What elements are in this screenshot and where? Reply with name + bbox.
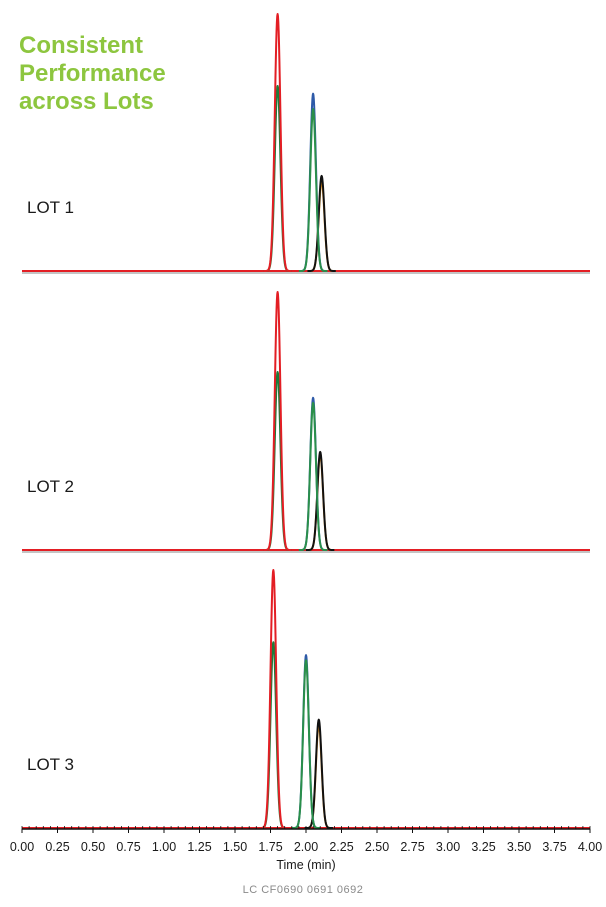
peak-trace-green: [298, 108, 328, 272]
peak-trace-red: [262, 291, 293, 551]
x-tick-label: 1.50: [223, 840, 247, 854]
x-tick-label: 3.25: [471, 840, 495, 854]
peak-trace-red: [262, 13, 293, 272]
x-tick-label: 2.50: [365, 840, 389, 854]
lot-label: LOT 1: [27, 198, 74, 217]
lot-label: LOT 2: [27, 477, 74, 496]
peak-trace-red: [258, 569, 289, 829]
headline-line-3: across Lots: [19, 88, 154, 115]
peak-trace-orange: [306, 180, 337, 272]
x-tick-label: 2.00: [294, 840, 318, 854]
peak-trace-green: [291, 659, 321, 829]
x-tick-label: 0.00: [10, 840, 34, 854]
peak-trace-green: [298, 401, 328, 551]
peak-trace-black: [306, 174, 337, 272]
x-tick-label: 1.75: [258, 840, 282, 854]
lot-label: LOT 3: [27, 755, 74, 774]
headline: Consistent Performance across Lots: [19, 32, 166, 116]
peak-trace-black: [303, 718, 334, 829]
headline-line-1: Consistent: [19, 32, 144, 59]
x-tick-label: 1.00: [152, 840, 176, 854]
x-tick-label: 0.50: [81, 840, 105, 854]
peak-trace-darkgreen: [262, 370, 293, 551]
peak-trace-black: [305, 450, 336, 551]
x-tick-label: 2.25: [329, 840, 353, 854]
x-axis-title: Time (min): [276, 858, 335, 872]
headline-line-2: Performance: [19, 60, 166, 87]
figure-code: LC CF0690 0691 0692: [242, 884, 364, 896]
x-tick-label: 3.75: [542, 840, 566, 854]
x-tick-label: 2.75: [400, 840, 424, 854]
x-tick-label: 0.25: [45, 840, 69, 854]
x-tick-label: 3.00: [436, 840, 460, 854]
x-tick-label: 1.25: [187, 840, 211, 854]
x-tick-label: 3.50: [507, 840, 531, 854]
x-tick-label: 4.00: [578, 840, 602, 854]
peak-trace-darkgreen: [262, 84, 293, 272]
x-tick-label: 0.75: [116, 840, 140, 854]
peak-trace-darkgreen: [258, 641, 289, 829]
